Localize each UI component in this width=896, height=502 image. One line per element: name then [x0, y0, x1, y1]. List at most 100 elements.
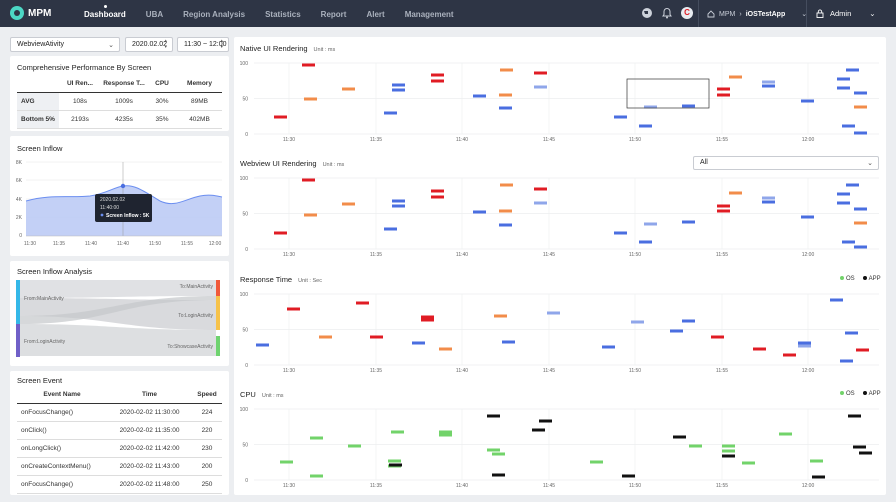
- time-range-picker[interactable]: 11:30 ~ 12:00 ▴ ▾: [177, 37, 229, 52]
- render-time-marker: [801, 99, 814, 103]
- cpu-marker: [439, 433, 452, 437]
- cpu-marker: [388, 459, 401, 463]
- sankey-target-node[interactable]: [216, 280, 220, 296]
- x-tick-label: 11:50: [629, 137, 641, 143]
- legend-item[interactable]: OS: [840, 391, 855, 397]
- cpu-marker: [722, 444, 735, 448]
- cpu-marker: [389, 463, 402, 467]
- breadcrumb-root: MPM: [719, 10, 736, 18]
- render-time-marker: [392, 199, 405, 203]
- sankey-source-node[interactable]: [16, 280, 20, 324]
- globe-icon[interactable]: [641, 7, 653, 19]
- legend-item[interactable]: APP: [862, 391, 881, 397]
- nav-region-analysis[interactable]: Region Analysis: [183, 10, 246, 19]
- cpu-marker: [439, 430, 452, 434]
- y-tick-label: 0: [245, 478, 248, 484]
- response-time-marker: [830, 298, 843, 302]
- render-time-marker: [837, 201, 850, 205]
- sankey-diagram: From:MainActivity From:LoginActivity To:…: [16, 280, 220, 357]
- render-time-marker: [302, 63, 315, 67]
- chart-title: Webview UI Rendering Unit : ms: [240, 159, 344, 168]
- cell: 4235s: [101, 110, 147, 129]
- nav-report[interactable]: Report: [320, 10, 347, 19]
- y-tick-label: 2K: [16, 215, 23, 221]
- cell: 2020-02-02 11:42:00: [107, 439, 192, 458]
- x-tick-label: 11:50: [149, 241, 161, 247]
- x-tick-label: 11:30: [283, 252, 295, 258]
- legend-item[interactable]: OS: [840, 276, 855, 282]
- table-row[interactable]: onFocusChange() 2020-02-02 11:48:00 250: [17, 475, 222, 494]
- y-tick-label: 0: [245, 247, 248, 253]
- cell: onFocusChange(): [17, 403, 107, 422]
- logo-icon: [10, 6, 24, 20]
- avatar[interactable]: C: [681, 7, 693, 19]
- render-time-marker: [342, 202, 355, 206]
- response-time-marker: [356, 301, 369, 305]
- legend-item[interactable]: APP: [862, 276, 881, 282]
- legend-label: APP: [868, 391, 881, 397]
- performance-title: Comprehensive Performance By Screen: [17, 63, 152, 72]
- sankey-link: [20, 324, 216, 356]
- app-breadcrumb[interactable]: MPM › iOSTestApp ⌄: [707, 10, 807, 18]
- table-row: Bottom 5% 2193s 4235s 35% 402MB: [17, 110, 222, 129]
- nav-statistics[interactable]: Statistics: [265, 10, 301, 19]
- x-tick-label: 11:40: [117, 241, 129, 247]
- render-time-marker: [639, 240, 652, 244]
- render-time-marker: [614, 231, 627, 235]
- cpu-marker: [348, 444, 361, 448]
- table-row[interactable]: onClick() 2020-02-02 11:35:00 220: [17, 421, 222, 440]
- cell: 108s: [59, 92, 101, 111]
- hover-point[interactable]: [120, 183, 126, 189]
- cell: 1009s: [101, 92, 147, 111]
- response-time-marker: [412, 341, 425, 345]
- bell-icon[interactable]: [661, 7, 673, 19]
- date-picker[interactable]: 2020.02.02 ▴ ▾: [125, 37, 173, 52]
- table-row[interactable]: onLongClick() 2020-02-02 11:42:00 230: [17, 439, 222, 458]
- cpu-marker: [848, 414, 861, 418]
- cell: 35%: [147, 110, 177, 129]
- cpu-marker: [310, 474, 323, 478]
- sankey-target-node[interactable]: [216, 336, 220, 356]
- cell: onClick(): [17, 421, 107, 440]
- sankey-target-node[interactable]: [216, 296, 220, 330]
- render-time-marker: [762, 84, 775, 88]
- nav-uba[interactable]: UBA: [145, 10, 164, 19]
- x-tick-label: 11:50: [629, 368, 641, 374]
- sankey-source-node[interactable]: [16, 324, 20, 357]
- brand-logo[interactable]: MPM: [10, 6, 51, 20]
- cpu-marker: [779, 432, 792, 436]
- nav-dashboard[interactable]: Dashboard: [74, 0, 136, 27]
- chart-unit: Unit : Sec: [298, 278, 322, 284]
- user-menu[interactable]: Admin ⌄: [816, 9, 876, 18]
- nav-alert[interactable]: Alert: [366, 10, 385, 19]
- response-time-marker: [631, 320, 644, 324]
- cpu-marker: [742, 461, 755, 465]
- legend-marker: [840, 391, 844, 396]
- render-time-marker: [302, 178, 315, 182]
- x-tick-label: 11:30: [283, 483, 295, 489]
- render-time-marker: [729, 191, 742, 195]
- nav-management[interactable]: Management: [404, 10, 454, 19]
- cell: onLongClick(): [17, 439, 107, 458]
- main-menu: Dashboard UBA Region Analysis Statistics…: [74, 0, 464, 27]
- inflow-tooltip: 2020.02.02 11:40:00 Screen Inflow : 5K: [95, 194, 152, 222]
- cpu-marker: [492, 452, 505, 456]
- x-tick-label: 11:35: [370, 252, 382, 258]
- x-tick-label: 11:40: [85, 241, 97, 247]
- webview-filter-select[interactable]: All ⌄: [693, 156, 879, 170]
- table-row[interactable]: onFocusChange() 2020-02-02 11:30:00 224: [17, 403, 222, 422]
- render-time-marker: [499, 209, 512, 213]
- legend-label: APP: [868, 276, 881, 282]
- cell: 2193s: [59, 110, 101, 129]
- chevron-down-icon: ⌄: [801, 11, 808, 18]
- legend-marker: [840, 276, 844, 281]
- render-time-marker: [431, 79, 444, 83]
- table-row[interactable]: onCreateContextMenu() 2020-02-02 11:43:00…: [17, 457, 222, 476]
- sankey-target-label: To:ShowcaseActivity: [167, 344, 213, 350]
- cpu-marker: [673, 435, 686, 439]
- screen-select[interactable]: WebviewAtivity ⌄: [10, 37, 120, 52]
- tooltip-marker: [100, 213, 104, 217]
- performance-panel: Comprehensive Performance By Screen UI R…: [10, 56, 229, 131]
- column-header: Response T...: [101, 76, 147, 93]
- x-tick-label: 12:00: [802, 137, 815, 143]
